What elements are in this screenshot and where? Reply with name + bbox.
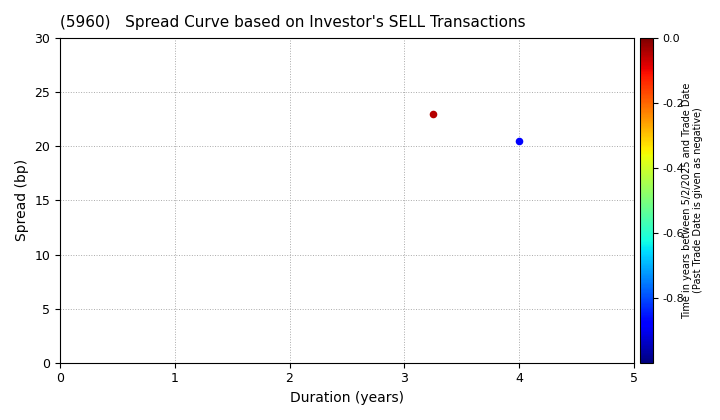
Point	[513, 137, 525, 144]
Y-axis label: Time in years between 5/2/2025 and Trade Date
(Past Trade Date is given as negat: Time in years between 5/2/2025 and Trade…	[682, 82, 703, 319]
Y-axis label: Spread (bp): Spread (bp)	[15, 159, 29, 242]
Point	[427, 110, 438, 117]
X-axis label: Duration (years): Duration (years)	[290, 391, 404, 405]
Text: (5960)   Spread Curve based on Investor's SELL Transactions: (5960) Spread Curve based on Investor's …	[60, 15, 526, 30]
